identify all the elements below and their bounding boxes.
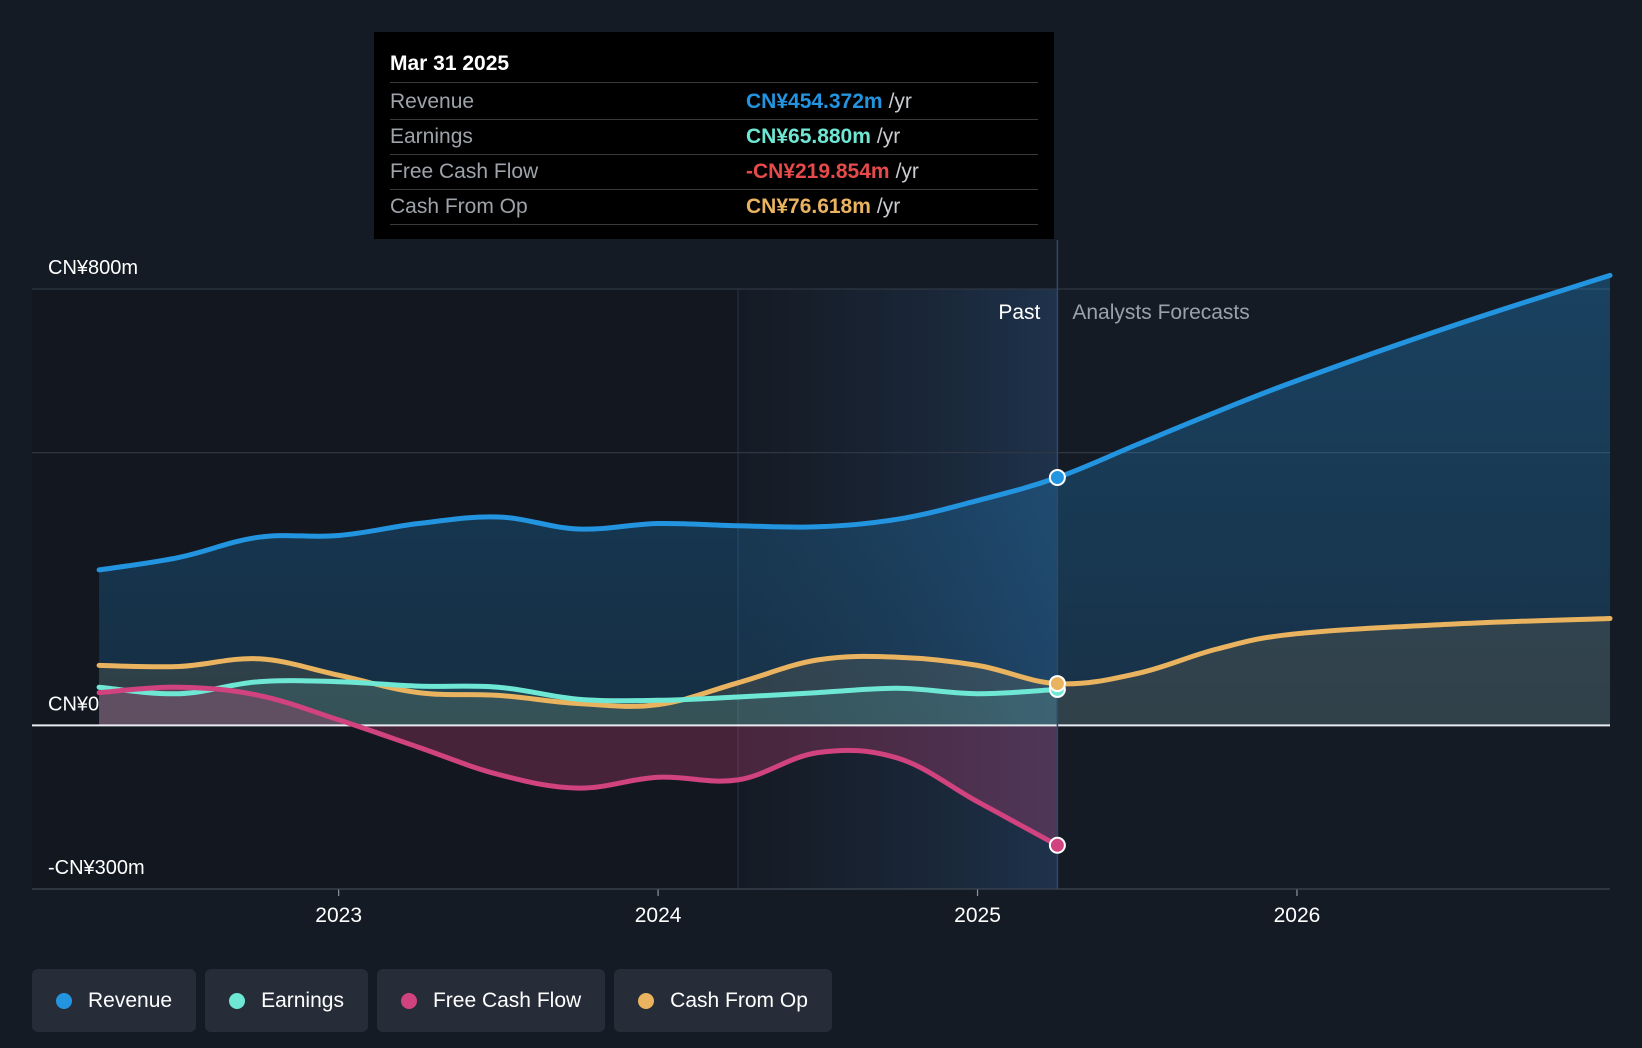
legend-item-earnings[interactable]: Earnings [205, 969, 368, 1032]
y-axis-label: -CN¥300m [48, 857, 145, 879]
tooltip-unit: /yr [876, 195, 901, 218]
y-axis-label: CN¥0 [48, 693, 99, 715]
legend-dot-icon [400, 992, 417, 1009]
data-point-marker [1048, 675, 1066, 693]
legend-label: Revenue [88, 988, 173, 1012]
cash-from-op-line [96, 616, 1613, 709]
tooltip-value: CN¥454.372m [746, 90, 883, 113]
past-label: Past [998, 301, 1040, 324]
free-cash-flow-line [96, 684, 1060, 848]
x-axis-label: 2025 [954, 904, 1001, 927]
earnings-line [96, 678, 1060, 704]
legend-dot-icon [229, 992, 246, 1009]
legend-dot-icon [56, 992, 72, 1009]
tooltip-row-cash-from-op: Cash From Op CN¥76.618m/yr [390, 190, 1038, 225]
y-axis-label: CN¥800m [48, 257, 138, 279]
forecast-label: Analysts Forecasts [1072, 301, 1249, 324]
legend-label: Earnings [261, 988, 344, 1012]
tooltip-unit: /yr [876, 125, 901, 148]
revenue-line [96, 272, 1613, 573]
tooltip-label: Revenue [390, 90, 475, 113]
tooltip-label: Free Cash Flow [390, 160, 539, 183]
tooltip-label: Cash From Op [390, 195, 528, 218]
data-point-marker [1048, 469, 1066, 487]
legend-item-revenue[interactable]: Revenue [32, 969, 197, 1032]
legend-item-free-cash-flow[interactable]: Free Cash Flow [376, 969, 606, 1032]
legend-item-cash-from-op[interactable]: Cash From Op [614, 969, 832, 1032]
x-axis-label: 2026 [1274, 904, 1321, 927]
tooltip-unit: /yr [888, 90, 912, 113]
data-point-marker [1048, 836, 1066, 854]
tooltip-value: -CN¥219.854m [746, 160, 890, 183]
legend-dot-icon [638, 992, 655, 1009]
data-tooltip: Mar 31 2025 Revenue CN¥454.372m/yr Earni… [374, 32, 1054, 239]
tooltip-date: Mar 31 2025 [390, 46, 1038, 83]
chart-legend: Revenue Earnings Free Cash Flow Cash Fro… [32, 969, 832, 1032]
tooltip-row-revenue: Revenue CN¥454.372m/yr [390, 85, 1038, 120]
legend-label: Cash From Op [670, 988, 808, 1012]
revenue-area [99, 275, 1611, 726]
tooltip-row-free-cash-flow: Free Cash Flow -CN¥219.854m/yr [390, 155, 1038, 190]
free-cash-flow-area [99, 687, 1058, 846]
tooltip-value: CN¥65.880m [746, 125, 871, 148]
tooltip-label: Earnings [390, 125, 473, 148]
tooltip-row-earnings: Earnings CN¥65.880m/yr [390, 120, 1038, 155]
x-axis-label: 2024 [635, 904, 682, 927]
x-axis-label: 2023 [315, 904, 362, 927]
tooltip-value: CN¥76.618m [746, 195, 871, 218]
tooltip-unit: /yr [895, 160, 919, 183]
legend-label: Free Cash Flow [432, 988, 582, 1012]
